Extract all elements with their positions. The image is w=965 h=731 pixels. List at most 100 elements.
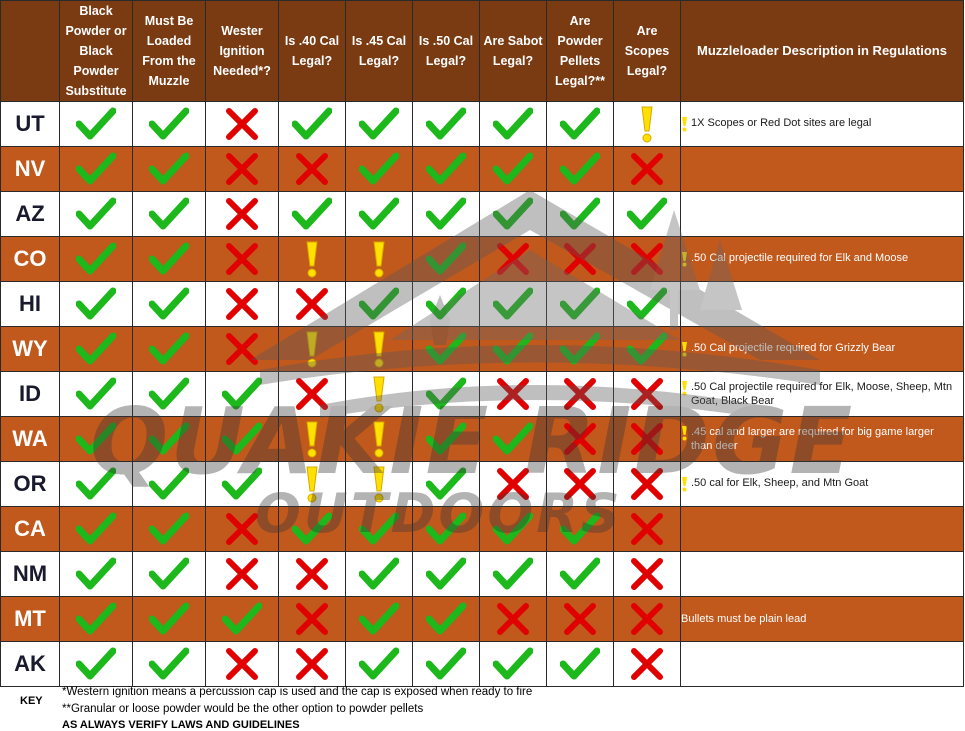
check-icon: [61, 242, 132, 276]
cell-scopes: [613, 191, 681, 237]
cell-sabot: [479, 551, 547, 597]
check-icon: [134, 512, 205, 546]
cell-scopes: [613, 461, 681, 507]
check-icon: [61, 377, 132, 411]
cell-50-cal: [412, 641, 480, 687]
x-icon: [207, 107, 278, 141]
cell-40-cal: [278, 146, 346, 192]
check-icon: [347, 512, 412, 546]
cell-black-powder: [59, 236, 133, 282]
header-scopes: Are Scopes Legal?: [613, 0, 681, 102]
table-row: MT Bullets must be plain lead: [0, 596, 964, 642]
footnote-verify-laws: AS ALWAYS VERIFY LAWS AND GUIDELINES: [62, 719, 300, 731]
x-icon: [481, 467, 546, 501]
cell-loaded-muzzle: [132, 101, 206, 147]
exclamation-icon: [280, 465, 345, 503]
footnote-western-ignition: *Western ignition means a percussion cap…: [62, 686, 533, 698]
check-icon: [481, 557, 546, 591]
cell-45-cal: [345, 191, 413, 237]
check-icon: [347, 287, 412, 321]
cell-western-ignition: [205, 641, 279, 687]
exclamation-icon: [682, 380, 689, 396]
state-code: AZ: [0, 191, 60, 237]
cell-western-ignition: [205, 371, 279, 417]
description-text: .50 Cal projectile required for Elk, Moo…: [691, 381, 953, 407]
cell-powder-pellets: [546, 236, 614, 282]
cell-scopes: [613, 146, 681, 192]
footnote-powder-pellets: **Granular or loose powder would be the …: [62, 703, 424, 715]
check-icon: [347, 602, 412, 636]
cell-sabot: [479, 371, 547, 417]
cell-black-powder: [59, 596, 133, 642]
cell-black-powder: [59, 461, 133, 507]
check-icon: [548, 557, 613, 591]
check-icon: [414, 287, 479, 321]
check-icon: [481, 332, 546, 366]
cell-45-cal: [345, 506, 413, 552]
cell-50-cal: [412, 101, 480, 147]
cell-western-ignition: [205, 281, 279, 327]
state-code: WY: [0, 326, 60, 372]
check-icon: [134, 377, 205, 411]
check-icon: [207, 602, 278, 636]
check-icon: [548, 647, 613, 681]
cell-black-powder: [59, 191, 133, 237]
cell-western-ignition: [205, 191, 279, 237]
description-text: Bullets must be plain lead: [681, 613, 807, 625]
check-icon: [347, 152, 412, 186]
cell-scopes: [613, 236, 681, 282]
cell-scopes: [613, 281, 681, 327]
cell-45-cal: [345, 326, 413, 372]
cell-50-cal: [412, 461, 480, 507]
check-icon: [615, 197, 680, 231]
regulation-description: .50 cal for Elk, Sheep, and Mtn Goat: [680, 461, 964, 507]
cell-powder-pellets: [546, 461, 614, 507]
check-icon: [61, 197, 132, 231]
cell-40-cal: [278, 506, 346, 552]
x-icon: [615, 602, 680, 636]
cell-loaded-muzzle: [132, 551, 206, 597]
x-icon: [280, 647, 345, 681]
x-icon: [615, 377, 680, 411]
check-icon: [280, 512, 345, 546]
cell-40-cal: [278, 551, 346, 597]
check-icon: [134, 152, 205, 186]
check-icon: [414, 242, 479, 276]
check-icon: [481, 512, 546, 546]
header-loaded-muzzle: Must Be Loaded From the Muzzle: [132, 0, 206, 102]
exclamation-icon: [615, 105, 680, 143]
state-code: UT: [0, 101, 60, 147]
cell-western-ignition: [205, 461, 279, 507]
cell-45-cal: [345, 641, 413, 687]
check-icon: [414, 332, 479, 366]
state-code: CO: [0, 236, 60, 282]
cell-sabot: [479, 101, 547, 147]
cell-sabot: [479, 326, 547, 372]
check-icon: [61, 332, 132, 366]
check-icon: [280, 197, 345, 231]
cell-scopes: [613, 416, 681, 462]
check-icon: [414, 512, 479, 546]
cell-40-cal: [278, 326, 346, 372]
cell-50-cal: [412, 416, 480, 462]
cell-scopes: [613, 326, 681, 372]
cell-45-cal: [345, 461, 413, 507]
cell-45-cal: [345, 101, 413, 147]
cell-40-cal: [278, 281, 346, 327]
state-code: MT: [0, 596, 60, 642]
check-icon: [347, 557, 412, 591]
cell-40-cal: [278, 596, 346, 642]
cell-scopes: [613, 506, 681, 552]
check-icon: [615, 332, 680, 366]
cell-western-ignition: [205, 146, 279, 192]
cell-45-cal: [345, 281, 413, 327]
regulation-description: [680, 551, 964, 597]
x-icon: [207, 242, 278, 276]
cell-45-cal: [345, 416, 413, 462]
cell-loaded-muzzle: [132, 191, 206, 237]
x-icon: [615, 422, 680, 456]
cell-black-powder: [59, 326, 133, 372]
check-icon: [280, 107, 345, 141]
cell-powder-pellets: [546, 326, 614, 372]
